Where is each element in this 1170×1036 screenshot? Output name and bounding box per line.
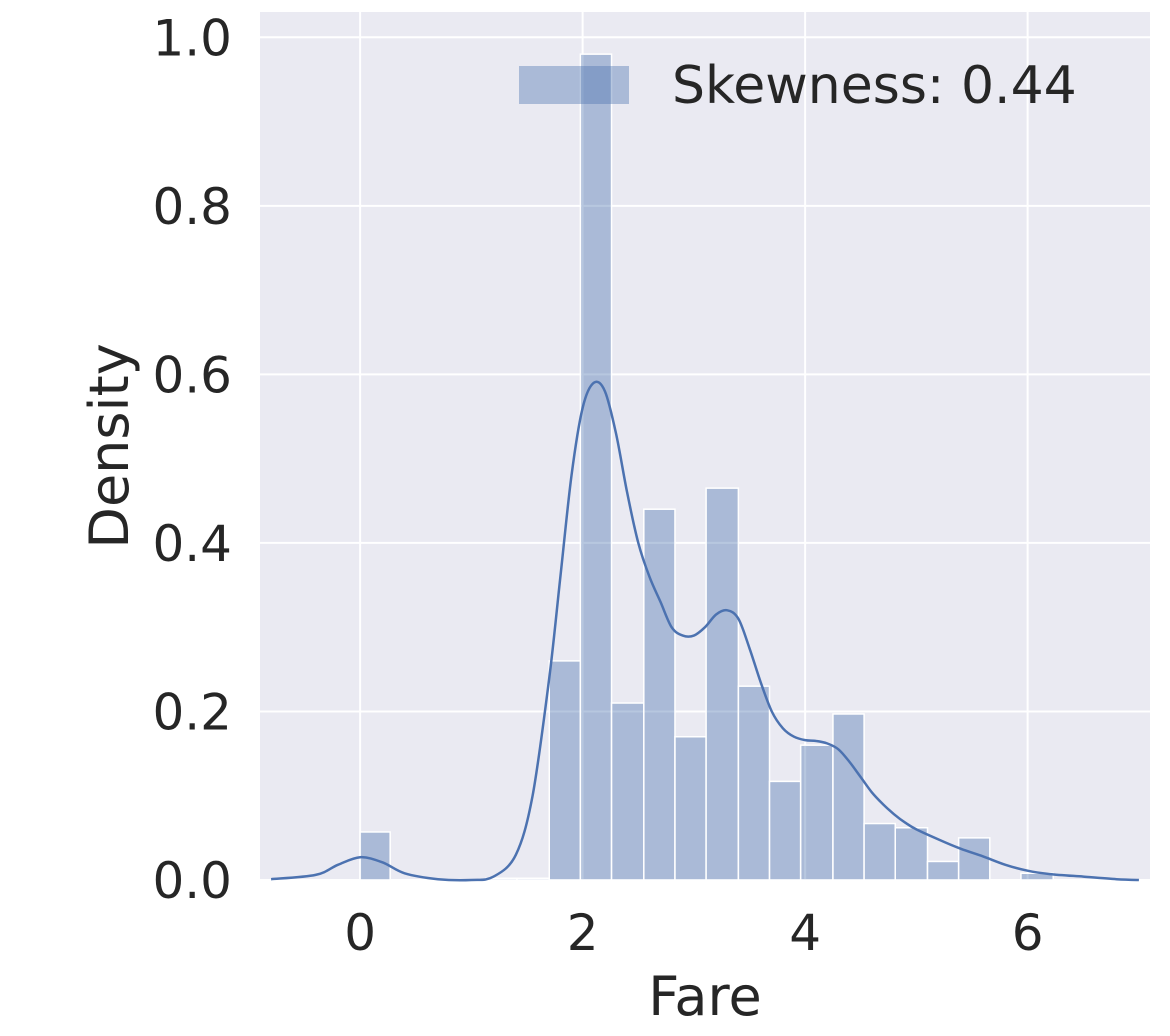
histogram-bar-5 — [610, 702, 645, 881]
x-axis-label: Fare — [648, 965, 761, 1028]
legend-patch — [519, 66, 629, 104]
y-tick-label-2: 0.4 — [152, 515, 232, 573]
x-axis-ticks: 0 2 4 6 — [344, 904, 1043, 962]
plot-area — [260, 12, 1150, 880]
histogram-bar-6 — [643, 508, 676, 881]
x-tick-label-2: 4 — [789, 904, 821, 962]
histogram-bar-12 — [832, 713, 865, 881]
histogram-bar-16 — [957, 837, 991, 881]
legend: Skewness: 0.44 — [519, 56, 1077, 116]
histogram-bars — [359, 53, 1054, 881]
y-tick-label-4: 0.8 — [152, 178, 232, 236]
histogram-bar-4 — [579, 53, 613, 881]
histogram-bar-0 — [359, 831, 391, 881]
legend-label: Skewness: 0.44 — [672, 56, 1077, 116]
y-axis-ticks: 0.0 0.2 0.4 0.6 0.8 1.0 — [152, 9, 232, 910]
histogram-bar-11 — [799, 744, 834, 881]
y-tick-label-0: 0.0 — [152, 852, 232, 910]
y-tick-label-1: 0.2 — [152, 683, 232, 741]
histogram-bar-9 — [737, 685, 771, 881]
grid-lines — [260, 12, 1150, 881]
x-tick-label-3: 6 — [1012, 904, 1044, 962]
y-tick-label-3: 0.6 — [152, 346, 232, 404]
y-tick-label-5: 1.0 — [152, 9, 232, 67]
histogram-bar-13 — [863, 822, 896, 881]
x-tick-label-1: 2 — [567, 904, 599, 962]
histogram-bar-10 — [768, 780, 802, 881]
histogram-bar-14 — [894, 827, 929, 881]
histogram-bar-15 — [926, 860, 960, 881]
histogram-bar-2 — [516, 877, 550, 881]
histogram-bar-3 — [548, 660, 582, 881]
kde-curve — [270, 380, 1139, 882]
y-axis-label: Density — [78, 343, 141, 548]
histogram-bar-8 — [705, 487, 740, 881]
x-tick-label-0: 0 — [344, 904, 376, 962]
histogram-bar-7 — [674, 735, 707, 881]
